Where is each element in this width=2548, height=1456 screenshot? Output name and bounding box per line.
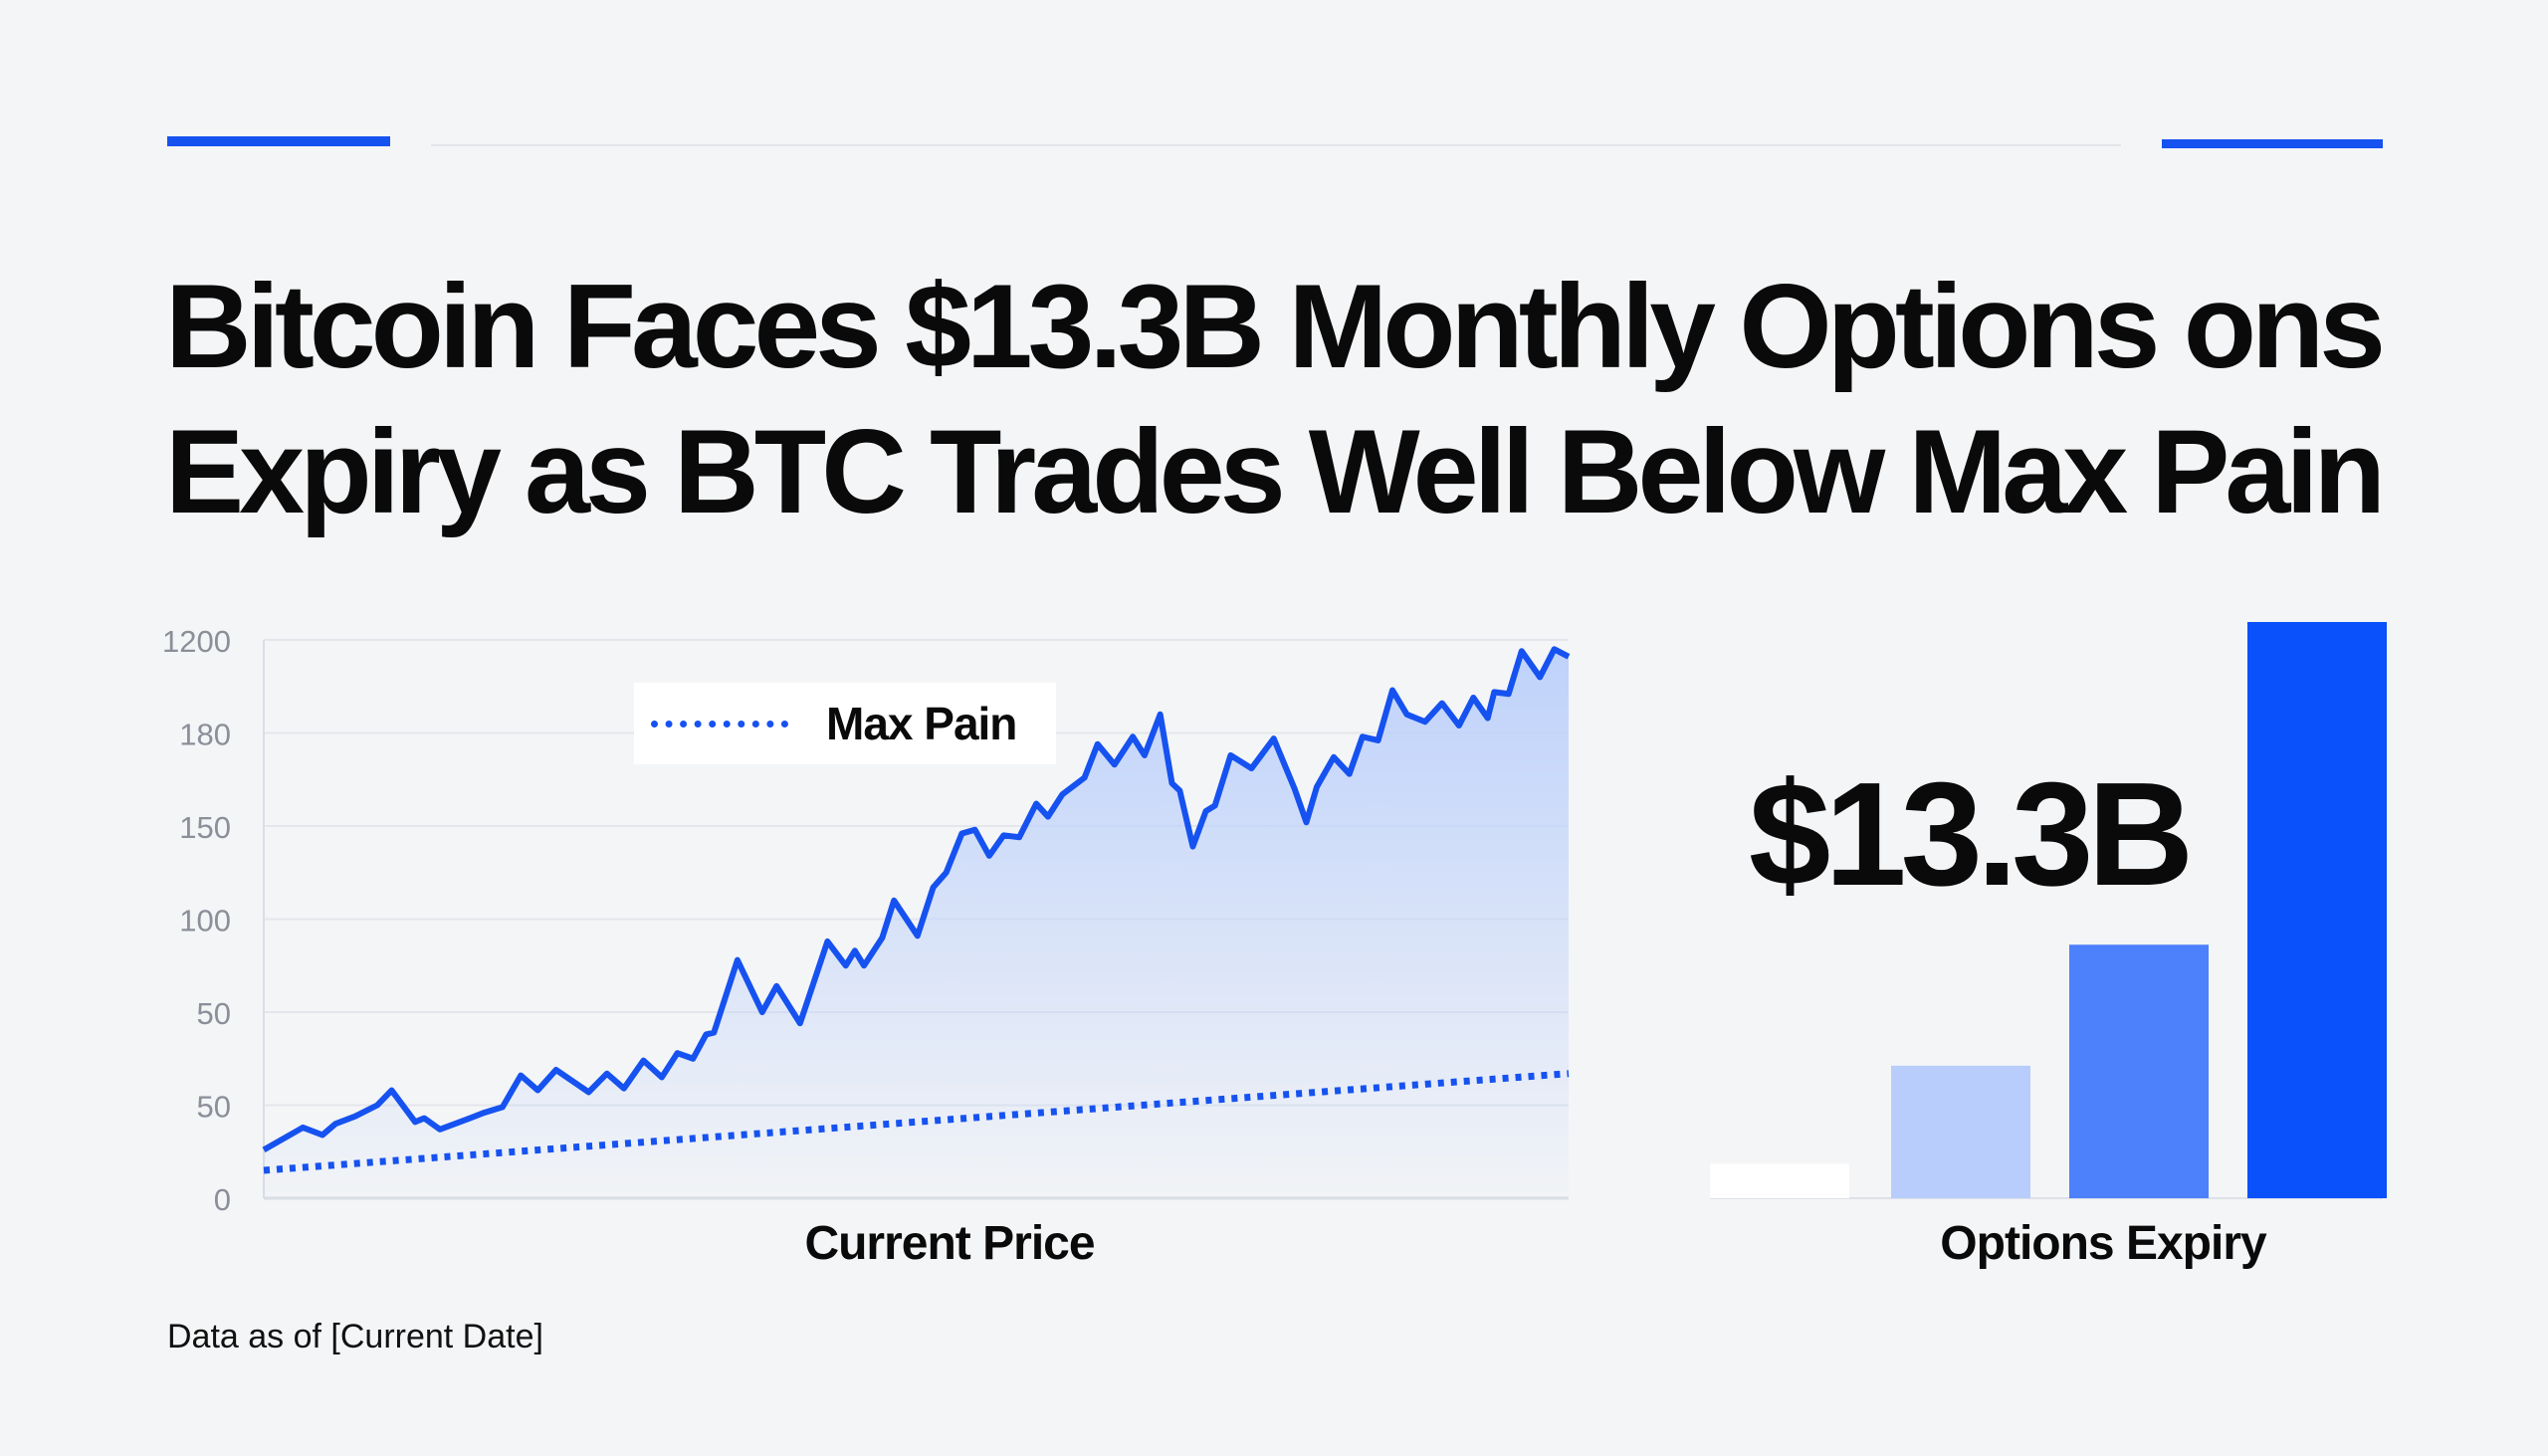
y-tick-label: 1200: [162, 624, 231, 659]
y-tick-label: 0: [214, 1182, 231, 1217]
chart-legend: Max Pain: [634, 683, 1056, 764]
headline-value: $13.3B: [1749, 752, 2194, 917]
data-date-note: Data as of [Current Date]: [167, 1318, 543, 1355]
bar-chart-x-label: Options Expiry: [1940, 1217, 2266, 1270]
legend-label: Max Pain: [826, 698, 1017, 749]
price-line: [262, 646, 1571, 1152]
accent-bar-right: [2162, 139, 2383, 148]
line-chart-x-label: Current Price: [804, 1217, 1095, 1270]
divider-line: [431, 144, 2121, 146]
y-tick-label: 180: [179, 718, 231, 752]
y-tick-label: 50: [197, 1090, 231, 1125]
bar: [2069, 944, 2209, 1198]
accent-bar-left: [167, 136, 390, 146]
y-tick-label: 50: [197, 996, 231, 1031]
y-tick-label: 150: [179, 810, 231, 845]
max-pain-line: [263, 1070, 1570, 1174]
bar: [2247, 622, 2387, 1198]
headline-line-1: Bitcoin Faces $13.3B Monthly Options ons: [165, 260, 2386, 393]
headline-line-2: Expiry as BTC Trades Well Below Max Pain: [165, 405, 2386, 538]
bar: [1891, 1065, 2030, 1198]
y-tick-label: 100: [179, 904, 231, 938]
price-area: [264, 649, 1569, 1198]
legend-dotted-swatch: [651, 720, 788, 728]
bar: [1710, 1163, 1849, 1198]
